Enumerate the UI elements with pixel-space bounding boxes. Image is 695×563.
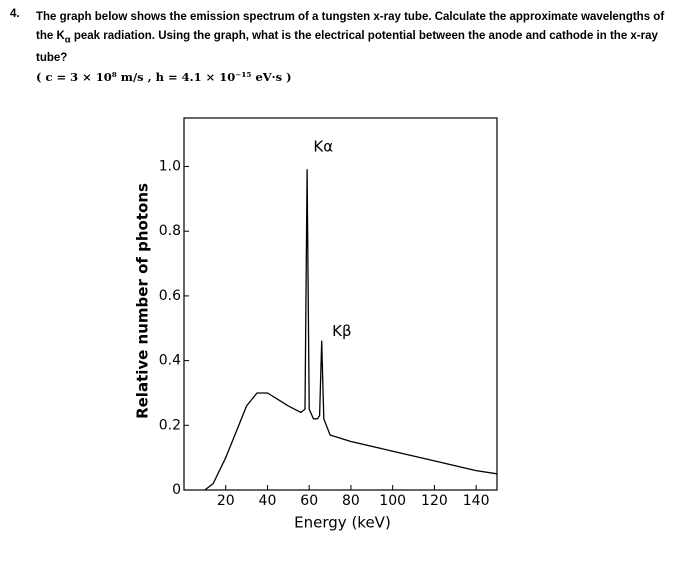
y-tick-label: 0.2 [159,417,181,433]
x-tick-label: 60 [300,493,318,509]
question-text-end: peak radiation. Using the graph, what is… [36,30,658,65]
annotation: Kβ [332,322,351,340]
x-tick-label: 120 [421,493,448,509]
annotation: Kα [313,138,333,156]
y-tick-label: 1.0 [159,159,181,175]
question-number: 4. [10,8,20,20]
question-text: The graph below shows the emission spect… [36,8,684,87]
y-tick-label: 0.8 [159,223,181,239]
x-tick-label: 80 [342,493,360,509]
formula: ( c = 3 × 10⁸ m/s , h = 4.1 × 10⁻¹⁵ eV·s… [36,70,292,85]
x-axis-label: Energy (keV) [294,514,391,532]
subscript: α [64,34,71,46]
y-tick-label: 0.6 [159,288,181,304]
plot-frame [183,117,498,491]
x-tick-label: 40 [259,493,277,509]
question-text-start: The graph below shows the emission spect… [36,11,665,42]
spectrum-line [204,169,498,491]
x-tick-label: 20 [217,493,235,509]
y-tick-label: 0.4 [159,353,181,369]
y-axis-label: Relative number of photons [134,183,152,419]
y-tick-label: 0 [172,482,181,498]
x-tick-label: 140 [463,493,490,509]
x-tick-label: 100 [379,493,406,509]
